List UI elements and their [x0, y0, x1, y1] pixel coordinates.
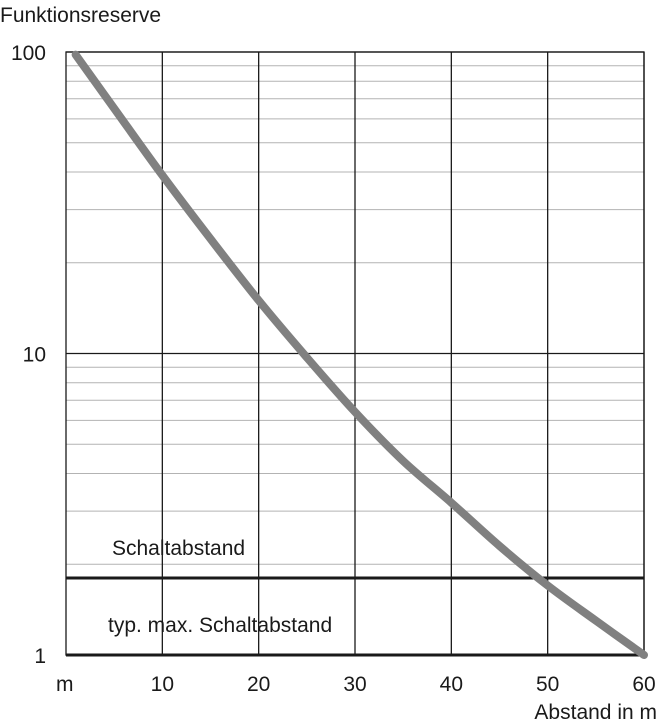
x-tick-label: 40 [440, 673, 463, 696]
x-unit-tick-label: m [56, 673, 74, 696]
y-tick-label: 10 [23, 344, 46, 367]
series-line-1 [71, 50, 648, 659]
y-tick-label: 1 [34, 645, 46, 668]
x-tick-label: 60 [632, 673, 655, 696]
tick-labels: 1 10 100 10 20 30 40 50 60 [11, 42, 656, 696]
x-tick-label: 10 [151, 673, 174, 696]
reference-label-schaltabstand: Schaltabstand [112, 537, 245, 560]
reference-label-typ-max: typ. max. Schaltabstand [108, 614, 332, 637]
x-tick-label: 20 [247, 673, 270, 696]
x-tick-label: 30 [343, 673, 366, 696]
y-tick-label: 100 [11, 42, 46, 65]
y-axis-label: Funktionsreserve [0, 4, 161, 27]
x-axis-label: Abstand in m [534, 701, 657, 720]
reference-lines [66, 576, 644, 657]
series-layer [71, 50, 648, 659]
x-tick-label: 50 [536, 673, 559, 696]
